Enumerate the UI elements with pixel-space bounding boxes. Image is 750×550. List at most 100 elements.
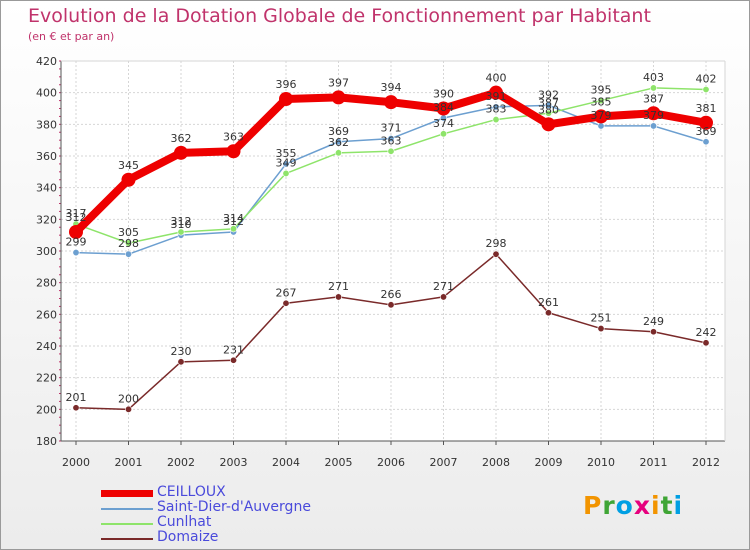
data-label-domaize: 242 <box>696 326 717 339</box>
data-label-cunlhat: 305 <box>118 226 139 239</box>
y-tick-label: 400 <box>36 87 57 100</box>
data-point-saint-dier <box>282 160 290 168</box>
data-label-saint-dier: 310 <box>171 218 192 231</box>
data-label-ceilloux: 394 <box>381 81 402 94</box>
data-point-cunlhat <box>649 84 657 92</box>
x-tick-label: 2003 <box>220 456 248 469</box>
y-tick-label: 220 <box>36 372 57 385</box>
legend-label-saint-dier: Saint-Dier-d'Auvergne <box>157 499 311 515</box>
data-point-cunlhat <box>597 97 605 105</box>
data-point-saint-dier <box>649 122 657 130</box>
data-point-saint-dier <box>72 249 80 257</box>
data-label-domaize: 200 <box>118 392 139 405</box>
data-label-ceilloux: 380 <box>538 103 559 116</box>
y-tick-label: 380 <box>36 118 57 131</box>
legend-swatch-cunlhat <box>101 523 153 525</box>
x-tick-label: 2008 <box>482 456 510 469</box>
legend-label-domaize: Domaize <box>157 529 219 545</box>
logo-letter: o <box>615 491 634 520</box>
data-label-domaize: 201 <box>66 391 87 404</box>
data-point-saint-dier <box>125 250 133 258</box>
data-point-saint-dier <box>334 138 342 146</box>
data-point-saint-dier <box>387 135 395 143</box>
legend-swatch-saint-dier <box>101 508 153 510</box>
data-label-saint-dier: 298 <box>118 237 139 250</box>
data-label-ceilloux: 385 <box>591 95 612 108</box>
data-point-saint-dier <box>492 103 500 111</box>
data-label-cunlhat: 317 <box>66 207 87 220</box>
data-point-cunlhat <box>439 130 447 138</box>
data-point-domaize <box>387 301 395 309</box>
y-tick-label: 280 <box>36 277 57 290</box>
x-tick-label: 2005 <box>325 456 353 469</box>
data-point-ceilloux <box>226 144 241 159</box>
data-point-cunlhat <box>230 225 238 233</box>
data-point-ceilloux <box>541 117 556 132</box>
data-point-domaize <box>439 293 447 301</box>
x-tick-label: 2010 <box>587 456 615 469</box>
data-label-saint-dier: 299 <box>66 236 87 249</box>
data-point-saint-dier <box>702 138 710 146</box>
data-point-ceilloux <box>594 109 608 124</box>
data-point-domaize <box>177 358 185 366</box>
y-tick-label: 300 <box>36 245 57 258</box>
data-label-ceilloux: 363 <box>223 130 244 143</box>
data-point-saint-dier <box>544 101 552 109</box>
data-point-domaize <box>282 299 290 307</box>
x-tick-label: 2009 <box>535 456 563 469</box>
data-point-domaize <box>334 293 342 301</box>
data-label-cunlhat: 363 <box>381 134 402 147</box>
data-label-cunlhat: 403 <box>643 71 664 84</box>
data-label-saint-dier: 379 <box>591 109 612 122</box>
chart-title: Evolution de la Dotation Globale de Fonc… <box>28 5 651 27</box>
data-label-ceilloux: 345 <box>118 159 139 172</box>
x-tick-label: 2011 <box>640 456 668 469</box>
data-point-cunlhat <box>544 109 552 117</box>
data-label-cunlhat: 362 <box>328 136 349 149</box>
data-label-saint-dier: 391 <box>486 90 507 103</box>
data-point-ceilloux <box>699 115 713 130</box>
data-point-ceilloux <box>279 92 293 106</box>
data-label-saint-dier: 392 <box>538 88 559 101</box>
data-point-domaize <box>230 356 238 364</box>
x-tick-label: 2000 <box>62 456 90 469</box>
logo-letter: t <box>660 491 674 520</box>
data-label-ceilloux: 312 <box>66 211 87 224</box>
data-label-domaize: 266 <box>381 288 402 301</box>
x-tick-label: 2004 <box>272 456 300 469</box>
data-label-saint-dier: 369 <box>696 125 717 138</box>
data-label-saint-dier: 371 <box>381 122 402 135</box>
data-point-cunlhat <box>282 169 290 177</box>
data-label-saint-dier: 379 <box>643 109 664 122</box>
x-tick-label: 2001 <box>115 456 143 469</box>
data-point-domaize <box>125 405 133 413</box>
y-tick-label: 420 <box>36 55 57 68</box>
data-label-saint-dier: 312 <box>223 215 244 228</box>
data-point-ceilloux <box>121 172 136 187</box>
data-label-domaize: 251 <box>591 312 612 325</box>
data-label-saint-dier: 355 <box>276 147 297 160</box>
data-label-domaize: 261 <box>538 296 559 309</box>
x-tick-label: 2006 <box>377 456 405 469</box>
data-point-cunlhat <box>177 228 185 236</box>
data-label-ceilloux: 381 <box>696 102 717 115</box>
data-label-ceilloux: 396 <box>276 78 297 91</box>
logo-letter: i <box>651 491 661 520</box>
data-point-cunlhat <box>702 86 710 94</box>
data-label-cunlhat: 383 <box>486 103 507 116</box>
logo-letter: x <box>633 491 651 520</box>
y-tick-label: 260 <box>36 308 57 321</box>
data-point-cunlhat <box>387 147 395 155</box>
data-label-ceilloux: 400 <box>486 72 507 85</box>
data-point-ceilloux <box>174 145 188 160</box>
data-point-domaize <box>72 404 80 412</box>
data-point-domaize <box>544 309 552 317</box>
logo-letter: i <box>673 491 684 520</box>
data-label-ceilloux: 387 <box>643 92 664 105</box>
y-tick-label: 240 <box>36 340 57 353</box>
data-point-ceilloux <box>69 225 83 239</box>
data-point-ceilloux <box>331 90 346 105</box>
data-label-domaize: 249 <box>643 315 664 328</box>
legend-label-cunlhat: Cunlhat <box>157 514 212 530</box>
